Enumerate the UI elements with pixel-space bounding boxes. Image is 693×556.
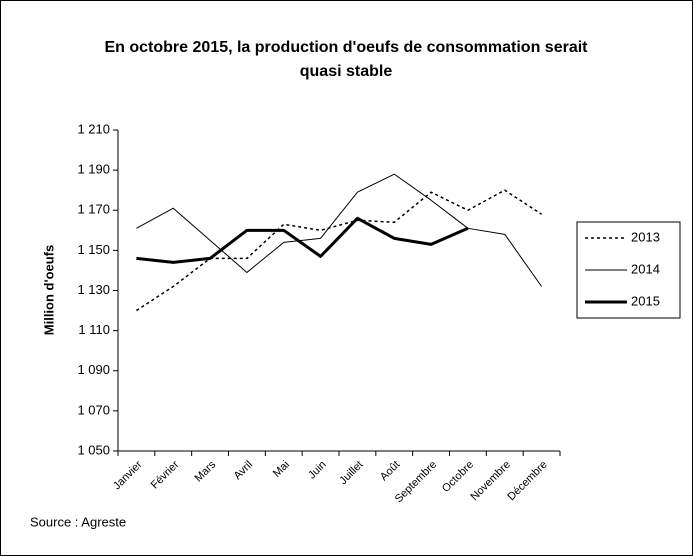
y-tick-label: 1 210: [77, 121, 110, 136]
series-line: [136, 189, 542, 312]
y-tick-label: 1 090: [77, 362, 110, 377]
series-line: [136, 173, 542, 287]
y-tick-label: 1 070: [77, 402, 110, 417]
legend-label: 2013: [631, 229, 660, 244]
chart-title: quasi stable: [300, 63, 393, 80]
y-tick-label: 1 150: [77, 242, 110, 257]
legend-label: 2015: [631, 293, 660, 308]
chart-title: En octobre 2015, la production d'oeufs d…: [104, 39, 588, 56]
legend-label: 2014: [631, 261, 660, 276]
y-tick-label: 1 110: [78, 322, 110, 337]
y-tick-label: 1 050: [77, 442, 110, 457]
y-tick-label: 1 190: [77, 162, 110, 177]
source: Source : Agreste: [30, 514, 126, 529]
y-axis-label: Million d'oeufs: [41, 245, 56, 335]
y-tick-label: 1 130: [77, 282, 110, 297]
y-tick-label: 1 170: [77, 202, 110, 217]
series-line: [136, 216, 469, 264]
